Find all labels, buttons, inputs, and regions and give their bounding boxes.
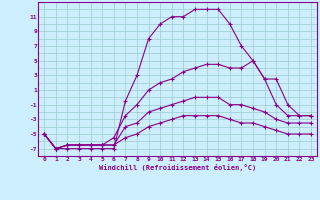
X-axis label: Windchill (Refroidissement éolien,°C): Windchill (Refroidissement éolien,°C) <box>99 164 256 171</box>
